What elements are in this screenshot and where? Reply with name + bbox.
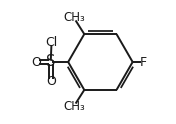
Text: O: O bbox=[32, 56, 42, 68]
Text: S: S bbox=[46, 55, 55, 69]
Text: CH₃: CH₃ bbox=[64, 100, 85, 113]
Text: CH₃: CH₃ bbox=[64, 11, 85, 24]
Text: F: F bbox=[140, 56, 147, 68]
Text: Cl: Cl bbox=[45, 36, 58, 49]
Text: O: O bbox=[46, 75, 56, 88]
